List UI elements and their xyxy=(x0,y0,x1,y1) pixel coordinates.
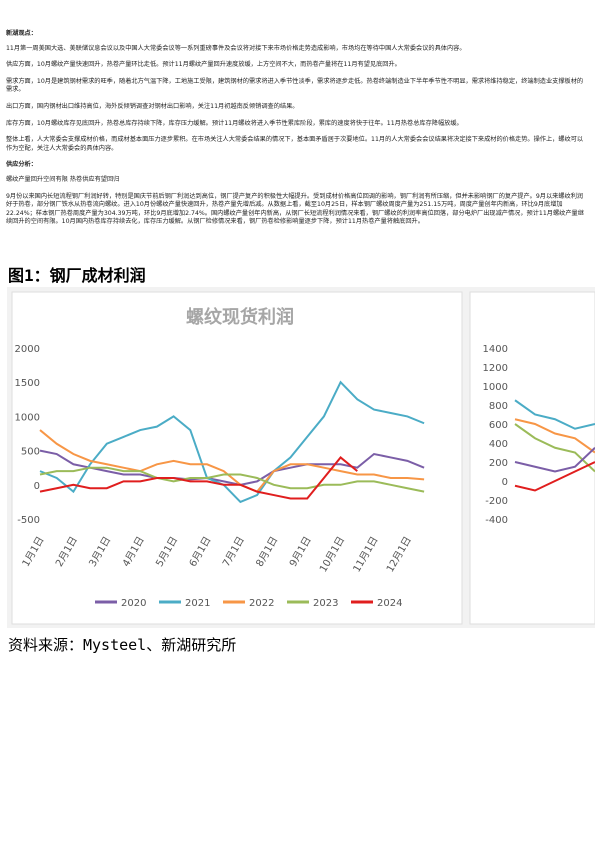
series-line xyxy=(514,399,595,430)
y-tick-label: 1500 xyxy=(15,378,40,389)
paragraph: 螺纹产量回升空间有限 热卷供应有望回归 xyxy=(6,175,120,183)
paragraph: 需求方面，10月是建筑钢材需求的旺季，随着北方气温下降，工地施工受限，建筑钢材的… xyxy=(6,77,584,94)
series-line xyxy=(39,380,425,504)
chart-frame xyxy=(469,291,595,625)
legend-label: 2022 xyxy=(249,598,274,609)
paragraph: 整体上看，人大常委会支撑成材价格，而成材基本面压力逐步累积。在市场关注人大常委会… xyxy=(6,136,584,152)
clip-group xyxy=(514,399,595,492)
y-tick-label: 1000 xyxy=(483,382,508,393)
y-tick-label: 0 xyxy=(502,477,508,488)
y-tick-label: 600 xyxy=(489,420,508,431)
section-heading: 供应分析： xyxy=(6,161,37,169)
y-tick-label: 1200 xyxy=(483,363,508,374)
chart-frame xyxy=(11,291,463,625)
series-line xyxy=(514,447,595,473)
series-line xyxy=(39,456,358,500)
y-tick-label: 0 xyxy=(34,481,40,492)
series-line xyxy=(39,449,425,486)
series-line xyxy=(514,418,595,454)
source-note: 资料来源：Mysteel、新湖研究所 xyxy=(8,636,237,654)
paragraph: 供应方面，10月螺纹产量快速回升，热卷产量环比走低。预计11月螺纹产量回升速度放… xyxy=(6,61,401,69)
series-line xyxy=(39,429,425,493)
paragraph: 11月第一周美国大选、美联储议息会议以及中国人大常委会议等一系列重磅事件及会议将… xyxy=(6,44,466,52)
y-tick-label: 2000 xyxy=(15,344,40,355)
y-tick-label: -400 xyxy=(485,515,508,526)
y-tick-label: 800 xyxy=(489,401,508,412)
y-tick-label: 1000 xyxy=(15,412,40,423)
y-tick-label: 200 xyxy=(489,458,508,469)
legend-label: 2020 xyxy=(121,598,146,609)
legend-label: 2023 xyxy=(313,598,338,609)
text-body: 新湖观点： 11月第一周美国大选、美联储议息会议以及中国人大常委会议等一系列重磅事… xyxy=(6,28,586,235)
figure-caption: 图1：钢厂成材利润 xyxy=(8,266,146,285)
y-tick-label: -500 xyxy=(17,515,40,526)
paragraph: 出口方面，国内钢材出口维持高位，海外反倾销调查对钢材出口影响，关注11月初越南反… xyxy=(6,102,299,110)
series-line xyxy=(39,466,425,493)
chart-title: 螺纹现货利润 xyxy=(186,306,294,328)
y-tick-label: -200 xyxy=(485,496,508,507)
paragraph: 9月份以来国内长短流程钢厂利润好转，特别是国庆节前后钢厂利润达到高位，钢厂提产复… xyxy=(6,192,584,226)
legend-label: 2024 xyxy=(377,598,402,609)
series-line xyxy=(514,461,595,492)
y-tick-label: 400 xyxy=(489,439,508,450)
y-tick-label: 500 xyxy=(21,447,40,458)
legend-label: 2021 xyxy=(185,598,210,609)
paragraph: 库存方面，10月螺纹库存见底回升，热卷总库存持续下降，库存压力缓解。预计11月螺… xyxy=(6,119,463,127)
section-heading: 新湖观点： xyxy=(6,30,37,37)
series-line xyxy=(514,423,595,473)
y-tick-label: 1400 xyxy=(483,344,508,355)
